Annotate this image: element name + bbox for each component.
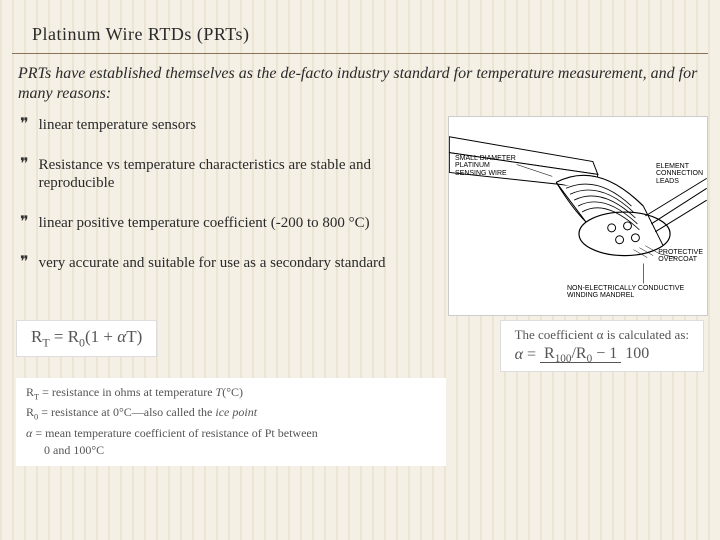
diagram-label-wire: SMALL DIAMETERPLATINUMSENSING WIRE — [455, 155, 516, 177]
formula-row: RT = R0(1 + αT) The coefficient α is cal… — [0, 316, 720, 374]
definitions-box: RT = resistance in ohms at temperature T… — [16, 378, 446, 466]
list-item: ❞ linear temperature sensors — [20, 116, 442, 134]
formula-alpha: The coefficient α is calculated as: α = … — [500, 320, 704, 372]
rtd-diagram: SMALL DIAMETERPLATINUMSENSING WIRE ELEME… — [448, 116, 708, 316]
diagram-label-overcoat: PROTECTIVEOVERCOAT — [658, 249, 703, 264]
bullet-text: linear positive temperature coefficient … — [39, 214, 370, 232]
definition-line: 0 and 100°C — [26, 442, 436, 459]
bullet-text: very accurate and suitable for use as a … — [39, 254, 386, 272]
list-item: ❞ very accurate and suitable for use as … — [20, 254, 442, 272]
bullet-text: linear temperature sensors — [39, 116, 196, 134]
definition-line: RT = resistance in ohms at temperature T… — [26, 384, 436, 403]
definition-line: α = mean temperature coefficient of resi… — [26, 425, 436, 442]
bullet-icon: ❞ — [20, 254, 29, 272]
formula-rt: RT = R0(1 + αT) — [16, 320, 157, 357]
formula-alpha-label: The coefficient α is calculated as: — [515, 327, 689, 343]
list-item: ❞ linear positive temperature coefficien… — [20, 214, 442, 232]
content-row: ❞ linear temperature sensors ❞ Resistanc… — [0, 116, 720, 316]
bullet-icon: ❞ — [20, 156, 29, 192]
definition-line: R0 = resistance at 0°C—also called the i… — [26, 404, 436, 423]
page-title: Platinum Wire RTDs (PRTs) — [32, 24, 688, 45]
bullet-icon: ❞ — [20, 214, 29, 232]
bullet-icon: ❞ — [20, 116, 29, 134]
header-block: Platinum Wire RTDs (PRTs) — [12, 0, 708, 54]
bullet-list: ❞ linear temperature sensors ❞ Resistanc… — [12, 116, 442, 316]
bullet-text: Resistance vs temperature characteristic… — [39, 156, 442, 192]
intro-text: PRTs have established themselves as the … — [0, 64, 720, 104]
list-item: ❞ Resistance vs temperature characterist… — [20, 156, 442, 192]
diagram-label-leads: ELEMENTCONNECTIONLEADS — [656, 163, 703, 185]
diagram-label-mandrel: NON-ELECTRICALLY CONDUCTIVEWINDING MANDR… — [567, 285, 684, 300]
